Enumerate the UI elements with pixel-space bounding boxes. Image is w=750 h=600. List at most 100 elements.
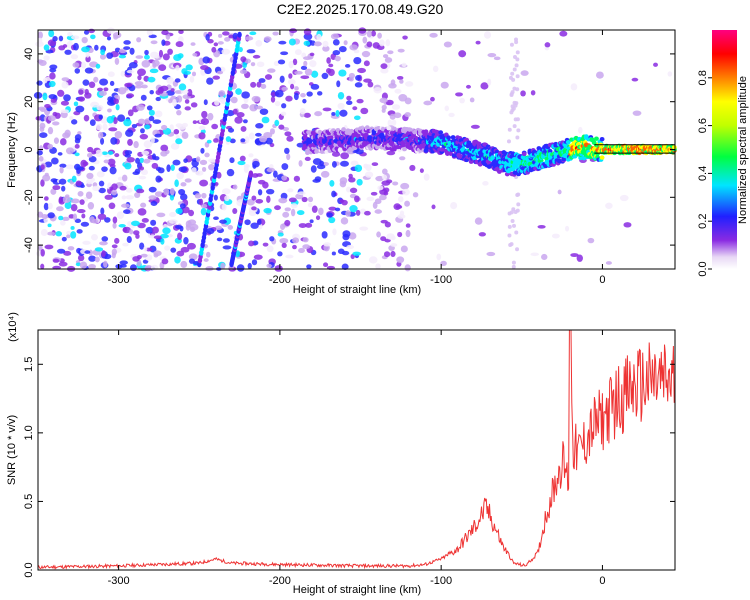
- heatmap-cell: [70, 198, 80, 204]
- heatmap-cell: [150, 51, 159, 59]
- heatmap-cell: [175, 225, 183, 230]
- heatmap-cell: [150, 264, 159, 271]
- heatmap-cell: [263, 36, 272, 42]
- heatmap-cell: [190, 42, 196, 46]
- spectrogram-y-tick-label: -40: [23, 237, 35, 253]
- heatmap-cell: [309, 60, 317, 68]
- heatmap-cell: [152, 119, 162, 124]
- heatmap-cell: [379, 39, 385, 47]
- heatmap-cell: [274, 101, 281, 107]
- heatmap-cell: [286, 153, 291, 161]
- heatmap-cell: [100, 49, 106, 56]
- heatmap-cell: [67, 31, 73, 37]
- heatmap-cell: [255, 132, 262, 137]
- heatmap-cell: [274, 119, 280, 127]
- heatmap-cell: [307, 196, 314, 203]
- heatmap-cell: [144, 49, 149, 56]
- heatmap-cell: [366, 196, 375, 202]
- heatmap-cell: [212, 75, 220, 80]
- heatmap-cell: [251, 206, 257, 211]
- heatmap-cell: [208, 163, 215, 171]
- heatmap-cell: [391, 104, 401, 110]
- heatmap-cell: [339, 199, 345, 203]
- heatmap-cell: [514, 37, 519, 42]
- heatmap-cell: [203, 258, 209, 262]
- heatmap-cell: [390, 250, 396, 258]
- heatmap-cell: [107, 71, 115, 77]
- heatmap-cell: [340, 217, 349, 225]
- heatmap-cell: [221, 203, 227, 211]
- heatmap-cell: [363, 60, 370, 67]
- snr-panel: -300 -200 -100 0 0.0 0.5 1.0 1.5 Height of str…: [6, 312, 676, 596]
- heatmap-cell: [297, 191, 306, 196]
- heatmap-cell: [63, 94, 71, 102]
- heatmap-cell: [216, 237, 223, 242]
- heatmap-cell: [373, 87, 382, 94]
- heatmap-cell: [236, 264, 245, 272]
- heatmap-cell: [99, 78, 109, 86]
- heatmap-cell: [304, 156, 311, 162]
- heatmap-cell: [44, 172, 49, 177]
- heatmap-cell: [339, 109, 348, 117]
- heatmap-cell: [140, 94, 147, 101]
- heatmap-cell: [106, 52, 114, 59]
- heatmap-cell: [383, 251, 391, 258]
- heatmap-cell: [246, 198, 255, 206]
- heatmap-cell: [164, 245, 171, 251]
- heatmap-cell: [251, 173, 259, 178]
- heatmap-cell: [77, 131, 82, 135]
- ridge-cell: [337, 148, 343, 153]
- heatmap-cell: [113, 98, 119, 105]
- heatmap-cell: [350, 160, 359, 166]
- heatmap-cell: [239, 155, 246, 162]
- heatmap-cell: [306, 264, 312, 269]
- heatmap-cell: [175, 208, 183, 215]
- heatmap-cell: [303, 40, 311, 46]
- heatmap-cell: [97, 87, 103, 92]
- heatmap-cell: [176, 109, 182, 116]
- heatmap-cell: [514, 230, 519, 235]
- heatmap-cell: [133, 141, 139, 149]
- heatmap-cell: [515, 74, 520, 79]
- ridge-cell: [510, 166, 516, 172]
- heatmap-cell: [363, 78, 372, 83]
- heatmap-cell: [423, 100, 433, 106]
- heatmap-cell: [288, 38, 296, 46]
- ridge-cell: [594, 136, 599, 141]
- heatmap-cell: [359, 226, 369, 231]
- heatmap-cell: [102, 123, 108, 131]
- heatmap-cell: [320, 170, 330, 178]
- heatmap-cell: [160, 233, 169, 239]
- heatmap-cell: [544, 42, 551, 48]
- heatmap-cell: [88, 263, 96, 270]
- heatmap-cell: [512, 67, 517, 72]
- heatmap-cell: [380, 68, 389, 74]
- heatmap-cell: [286, 135, 294, 142]
- heatmap-cell: [80, 221, 90, 227]
- heatmap-cell: [375, 263, 381, 270]
- heatmap-cell: [185, 220, 192, 228]
- heatmap-cell: [364, 171, 374, 178]
- ridge-cell: [599, 136, 605, 142]
- heatmap-cell: [36, 59, 44, 64]
- ridge-cell: [401, 143, 406, 148]
- heatmap-cell: [404, 200, 410, 207]
- heatmap-cell: [345, 210, 351, 217]
- heatmap-cell: [214, 99, 220, 106]
- ridge-cell: [376, 125, 381, 131]
- heatmap-cell: [49, 72, 56, 80]
- heatmap-cell: [221, 188, 231, 195]
- heatmap-cell: [90, 101, 100, 108]
- heatmap-cell: [303, 112, 311, 118]
- heatmap-cell: [478, 232, 486, 237]
- heatmap-cell: [605, 202, 613, 209]
- heatmap-cell: [126, 235, 132, 244]
- heatmap-cell: [362, 36, 368, 44]
- heatmap-cell: [43, 202, 49, 211]
- heatmap-cell: [206, 77, 214, 85]
- heatmap-cell: [262, 242, 269, 247]
- heatmap-cell: [557, 189, 562, 195]
- heatmap-cell: [95, 63, 101, 69]
- snr-y-tick-label: 1.0: [23, 425, 35, 440]
- heatmap-cell: [570, 253, 579, 258]
